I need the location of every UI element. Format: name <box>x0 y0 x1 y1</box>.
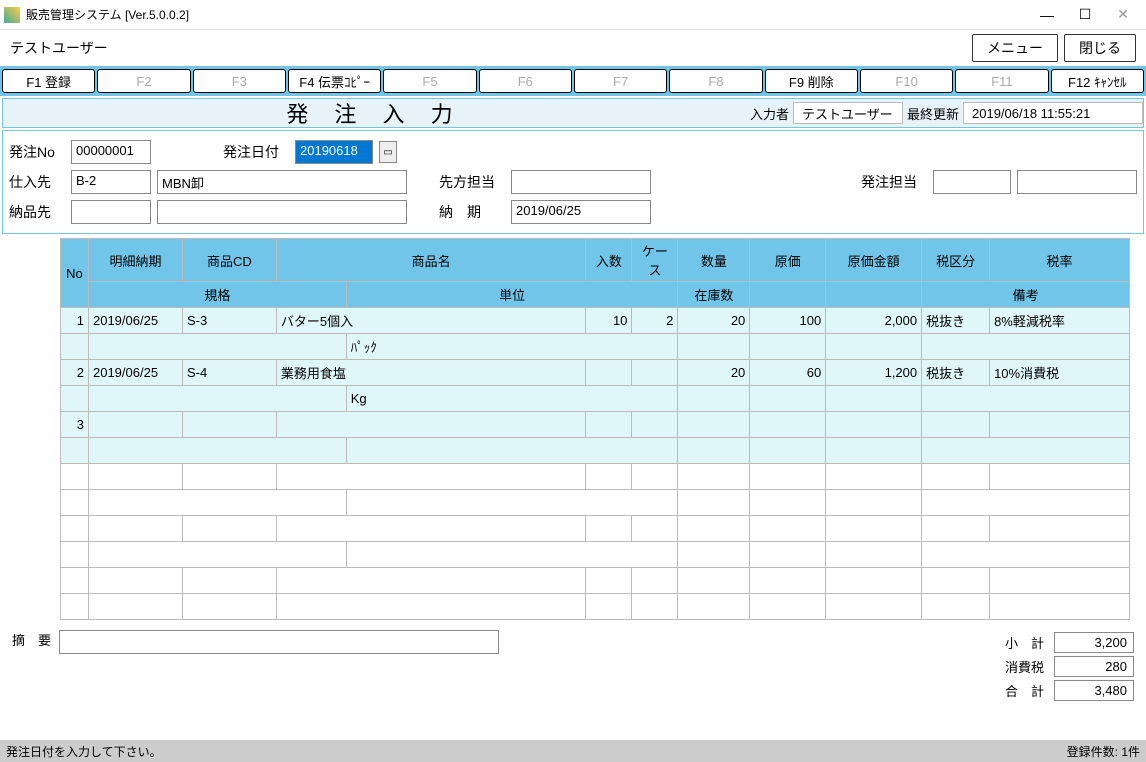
calendar-icon[interactable]: ▭ <box>379 141 397 163</box>
fkey-9[interactable]: F9 削除 <box>765 69 858 93</box>
input-by-label: 入力者 <box>746 104 793 123</box>
col-case: ケース <box>632 239 678 282</box>
total-value: 3,480 <box>1054 680 1134 701</box>
col-cost: 原価 <box>750 239 826 282</box>
col-tax-rate: 税率 <box>990 239 1130 282</box>
manager-name-input[interactable] <box>1017 170 1137 194</box>
due-label: 納 期 <box>439 202 505 222</box>
tax-label: 消費税 <box>1005 657 1044 676</box>
fkey-1[interactable]: F1 登録 <box>2 69 95 93</box>
current-user: テストユーザー <box>10 38 966 58</box>
order-date-label: 発注日付 <box>223 142 289 162</box>
fkey-6: F6 <box>479 69 572 93</box>
contact-input[interactable] <box>511 170 651 194</box>
detail-table[interactable]: No 明細納期 商品CD 商品名 入数 ケース 数量 原価 原価金額 税区分 税… <box>60 238 1130 620</box>
contact-label: 先方担当 <box>439 172 505 192</box>
col-spec: 規格 <box>88 282 346 308</box>
titlebar: 販売管理システム [Ver.5.0.0.2] — ☐ ✕ <box>0 0 1146 30</box>
detail-grid: No 明細納期 商品CD 商品名 入数 ケース 数量 原価 原価金額 税区分 税… <box>60 238 1136 620</box>
table-row-sub[interactable] <box>61 438 1130 464</box>
table-row[interactable] <box>61 594 1130 620</box>
minimize-button[interactable]: — <box>1028 1 1066 29</box>
menu-button[interactable]: メニュー <box>972 34 1058 62</box>
window-title: 販売管理システム [Ver.5.0.0.2] <box>26 6 1028 23</box>
fkey-5: F5 <box>383 69 476 93</box>
col-tax-class: 税区分 <box>922 239 990 282</box>
order-no-label: 発注No <box>9 142 65 162</box>
fkey-4[interactable]: F4 伝票ｺﾋﾟｰ <box>288 69 381 93</box>
function-key-bar: F1 登録F2F3F4 伝票ｺﾋﾟｰF5F6F7F8F9 削除F10F11F12… <box>0 66 1146 96</box>
col-remarks: 備考 <box>922 282 1130 308</box>
order-date-input[interactable]: 20190618 <box>295 140 373 164</box>
screen-header: 発 注 入 力 入力者 テストユーザー 最終更新 2019/06/18 11:5… <box>2 98 1144 128</box>
table-row-sub[interactable] <box>61 542 1130 568</box>
supplier-label: 仕入先 <box>9 172 65 192</box>
status-message: 発注日付を入力して下さい。 <box>6 743 162 760</box>
input-by-value: テストユーザー <box>793 102 903 124</box>
last-update-value: 2019/06/18 11:55:21 <box>963 102 1143 124</box>
summary-input[interactable] <box>59 630 499 654</box>
fkey-7: F7 <box>574 69 667 93</box>
table-row-sub[interactable]: ﾊﾟｯｸ <box>61 334 1130 360</box>
manager-label: 発注担当 <box>861 172 927 192</box>
col-product-name: 商品名 <box>276 239 586 282</box>
table-row[interactable] <box>61 568 1130 594</box>
record-count: 登録件数: 1件 <box>1067 743 1140 760</box>
col-qty: 数量 <box>678 239 750 282</box>
fkey-2: F2 <box>97 69 190 93</box>
col-detail-due: 明細納期 <box>88 239 182 282</box>
col-in-qty: 入数 <box>586 239 632 282</box>
table-row[interactable]: 3 <box>61 412 1130 438</box>
app-icon <box>4 7 20 23</box>
fkey-12[interactable]: F12 ｷｬﾝｾﾙ <box>1051 69 1144 93</box>
maximize-button[interactable]: ☐ <box>1066 1 1104 29</box>
subtotal-value: 3,200 <box>1054 632 1134 653</box>
header-form: 発注No 00000001 発注日付 20190618 ▭ 仕入先 B-2 MB… <box>2 130 1144 234</box>
fkey-10: F10 <box>860 69 953 93</box>
table-row-sub[interactable] <box>61 490 1130 516</box>
col-unit: 単位 <box>346 282 678 308</box>
delivery-name-input[interactable] <box>157 200 407 224</box>
supplier-code-input[interactable]: B-2 <box>71 170 151 194</box>
due-input[interactable]: 2019/06/25 <box>511 200 651 224</box>
status-bar: 発注日付を入力して下さい。 登録件数: 1件 <box>0 740 1146 762</box>
table-row[interactable]: 12019/06/25S-3バター5個入102201002,000税抜き8%軽減… <box>61 308 1130 334</box>
tax-value: 280 <box>1054 656 1134 677</box>
table-row-sub[interactable]: Kg <box>61 386 1130 412</box>
col-product-cd: 商品CD <box>182 239 276 282</box>
table-row[interactable] <box>61 516 1130 542</box>
summary-label: 摘 要 <box>12 630 51 649</box>
col-no: No <box>61 239 89 308</box>
top-row: テストユーザー メニュー 閉じる <box>0 30 1146 66</box>
screen-title: 発 注 入 力 <box>3 97 746 129</box>
order-no-input[interactable]: 00000001 <box>71 140 151 164</box>
fkey-3: F3 <box>193 69 286 93</box>
delivery-code-input[interactable] <box>71 200 151 224</box>
total-label: 合 計 <box>1005 681 1044 700</box>
fkey-11: F11 <box>955 69 1048 93</box>
last-update-label: 最終更新 <box>903 104 963 123</box>
fkey-8: F8 <box>669 69 762 93</box>
delivery-label: 納品先 <box>9 202 65 222</box>
supplier-name-input[interactable]: MBN卸 <box>157 170 407 194</box>
col-amount: 原価金額 <box>826 239 922 282</box>
bottom-area: 摘 要 小 計 3,200 消費税 280 合 計 3,480 <box>0 624 1146 708</box>
table-row[interactable]: 22019/06/25S-4業務用食塩20601,200税抜き10%消費税 <box>61 360 1130 386</box>
col-stock: 在庫数 <box>678 282 750 308</box>
table-row[interactable] <box>61 464 1130 490</box>
close-button[interactable]: 閉じる <box>1064 34 1136 62</box>
manager-code-input[interactable] <box>933 170 1011 194</box>
subtotal-label: 小 計 <box>1005 633 1044 652</box>
close-window-button[interactable]: ✕ <box>1104 1 1142 29</box>
